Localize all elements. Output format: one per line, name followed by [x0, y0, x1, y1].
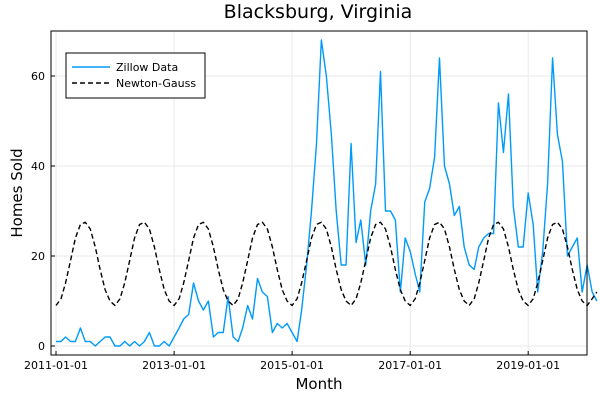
series-line-zillow-data [56, 39, 598, 347]
x-tick-label: 2019-01-01 [496, 359, 560, 372]
legend: Zillow Data Newton-Gauss [65, 52, 206, 99]
y-axis-label: Homes Sold [8, 148, 26, 237]
y-tick-label: 40 [31, 160, 45, 173]
plot-frame [50, 30, 588, 356]
y-tick-label: 60 [31, 70, 45, 83]
legend-box [65, 52, 206, 99]
x-tick-label: 2011-01-01 [24, 359, 88, 372]
legend-label-zillow: Zillow Data [116, 61, 178, 74]
y-tick-label: 0 [38, 340, 45, 353]
x-tick-label: 2015-01-01 [260, 359, 324, 372]
chart-title: Blacksburg, Virginia [224, 1, 413, 23]
legend-label-newton-gauss: Newton-Gauss [116, 77, 196, 90]
y-tick-label: 20 [31, 250, 45, 263]
series-layer [55, 39, 598, 347]
tick-layer: 2011-01-01 2013-01-01 2015-01-01 2017-01-01… [24, 70, 560, 372]
x-tick-label: 2017-01-01 [378, 359, 442, 372]
series-line-newton-gauss [55, 221, 598, 307]
x-tick-label: 2013-01-01 [142, 359, 206, 372]
x-axis-label: Month [295, 375, 342, 393]
